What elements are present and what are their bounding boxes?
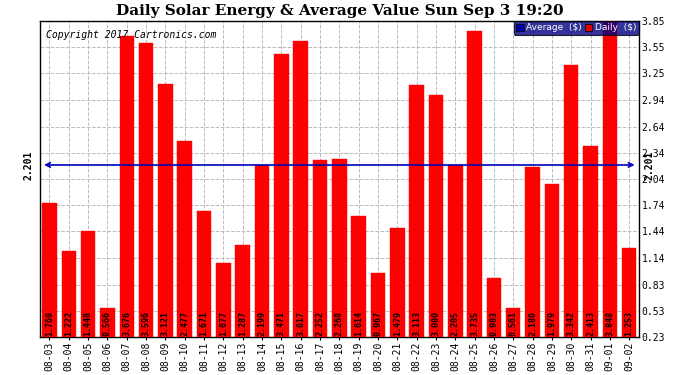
Text: 1.253: 1.253 — [624, 311, 633, 336]
Text: 2.205: 2.205 — [451, 311, 460, 336]
Text: 2.180: 2.180 — [528, 311, 537, 336]
Text: 0.967: 0.967 — [373, 311, 382, 336]
Bar — [428, 95, 443, 337]
Text: 3.735: 3.735 — [470, 311, 479, 336]
Bar — [119, 36, 134, 337]
Bar — [274, 54, 288, 337]
Text: 2.201: 2.201 — [645, 150, 655, 180]
Text: 0.903: 0.903 — [489, 311, 498, 336]
Text: 1.077: 1.077 — [219, 311, 228, 336]
Bar — [235, 245, 250, 337]
Text: Copyright 2017 Cartronics.com: Copyright 2017 Cartronics.com — [46, 30, 216, 40]
Text: 3.113: 3.113 — [412, 311, 421, 336]
Bar — [409, 85, 424, 337]
Text: 3.848: 3.848 — [605, 311, 614, 336]
Text: 1.979: 1.979 — [547, 311, 556, 336]
Text: 3.596: 3.596 — [141, 311, 150, 336]
Bar — [313, 160, 327, 337]
Bar — [486, 279, 501, 337]
Bar — [255, 165, 269, 337]
Text: 3.342: 3.342 — [566, 311, 575, 336]
Bar — [139, 43, 153, 337]
Text: 3.121: 3.121 — [161, 311, 170, 336]
Bar — [177, 141, 192, 337]
Bar — [602, 21, 617, 337]
Text: 2.201: 2.201 — [23, 150, 34, 180]
Bar — [81, 231, 95, 337]
Text: 2.268: 2.268 — [335, 311, 344, 336]
Bar — [293, 41, 308, 337]
Title: Daily Solar Energy & Average Value Sun Sep 3 19:20: Daily Solar Energy & Average Value Sun S… — [115, 4, 563, 18]
Text: 3.676: 3.676 — [122, 311, 131, 336]
Text: 2.477: 2.477 — [180, 311, 189, 336]
Bar — [564, 65, 578, 337]
Text: 1.222: 1.222 — [64, 311, 73, 336]
Bar — [42, 204, 57, 337]
Text: 1.287: 1.287 — [238, 311, 247, 336]
Bar — [525, 167, 540, 337]
Bar — [390, 228, 404, 337]
Text: 1.479: 1.479 — [393, 311, 402, 336]
Bar — [61, 251, 76, 337]
Bar — [544, 184, 559, 337]
Text: 3.617: 3.617 — [296, 311, 305, 336]
Bar — [158, 84, 172, 337]
Text: 1.760: 1.760 — [45, 311, 54, 336]
Bar — [448, 165, 462, 337]
Bar — [371, 273, 385, 337]
Bar — [506, 308, 520, 337]
Bar — [216, 263, 230, 337]
Text: 0.561: 0.561 — [509, 311, 518, 336]
Bar — [351, 216, 366, 337]
Text: 1.614: 1.614 — [354, 311, 363, 336]
Text: 2.413: 2.413 — [586, 311, 595, 336]
Bar — [583, 146, 598, 337]
Text: 2.252: 2.252 — [315, 311, 324, 336]
Bar — [622, 248, 636, 337]
Text: 1.448: 1.448 — [83, 311, 92, 336]
Bar — [100, 308, 115, 337]
Text: 3.471: 3.471 — [277, 311, 286, 336]
Text: 1.671: 1.671 — [199, 311, 208, 336]
Bar — [332, 159, 346, 337]
Bar — [467, 31, 482, 337]
Text: 2.199: 2.199 — [257, 311, 266, 336]
Bar — [197, 211, 211, 337]
Text: 0.566: 0.566 — [103, 311, 112, 336]
Legend: Average  ($), Daily  ($): Average ($), Daily ($) — [513, 21, 639, 35]
Text: 3.000: 3.000 — [431, 311, 440, 336]
